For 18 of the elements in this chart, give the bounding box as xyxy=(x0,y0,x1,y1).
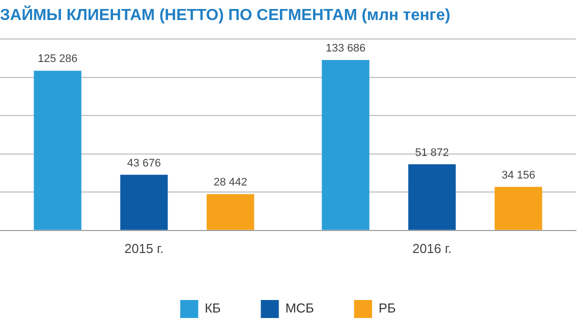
bar xyxy=(494,186,542,230)
bar xyxy=(120,174,168,230)
data-label: 51 872 xyxy=(415,146,449,159)
bar xyxy=(34,70,82,230)
data-label: 34 156 xyxy=(502,169,536,182)
legend-label: КБ xyxy=(204,300,221,316)
bar xyxy=(408,164,456,230)
data-label: 133 686 xyxy=(326,42,366,55)
x-tick-label: 2015 г. xyxy=(124,240,164,256)
data-label: 28 442 xyxy=(214,176,248,189)
data-label: 43 676 xyxy=(127,157,161,170)
legend-label: МСБ xyxy=(285,300,314,316)
bar xyxy=(206,194,254,230)
x-tick-label: 2016 г. xyxy=(412,240,452,256)
bar xyxy=(322,60,370,230)
data-label: 125 286 xyxy=(38,53,78,66)
legend-label: РБ xyxy=(378,300,396,316)
chart-title: ЗАЙМЫ КЛИЕНТАМ (НЕТТО) ПО СЕГМЕНТАМ (млн тенге) xyxy=(0,5,450,24)
